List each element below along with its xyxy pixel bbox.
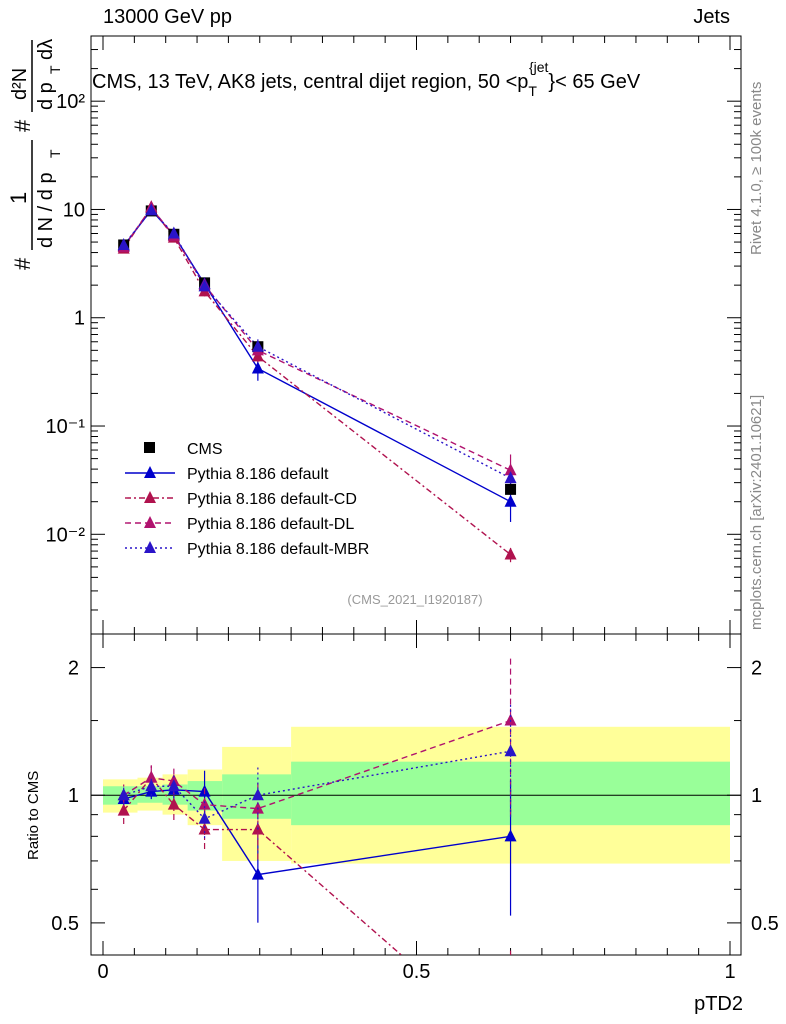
chart-title-sub: T: [528, 83, 537, 99]
y-label-one: 1: [6, 192, 31, 204]
ratio-tick-label-right: 2: [751, 658, 762, 680]
ratio-marker-3: [145, 770, 158, 783]
main-marker-1: [251, 361, 264, 374]
ratio-marker-3: [504, 713, 517, 726]
x-tick-label: 0: [97, 961, 108, 983]
y-label-denom: d N / d p: [35, 172, 57, 248]
x-tick-label: 0.5: [403, 961, 431, 983]
ratio-tick-label-right: 1: [751, 785, 762, 807]
legend: CMS Pythia 8.186 default Pythia 8.186 defa…: [125, 441, 369, 558]
rivet-label: Rivet 4.1.0, ≥ 100k events: [748, 82, 765, 255]
main-line-1: [123, 208, 511, 503]
ratio-y-label: Ratio to CMS: [25, 771, 42, 860]
cms-marker: [505, 483, 517, 495]
series-lines: [117, 203, 517, 955]
ratio-marker-1: [251, 867, 264, 880]
y-tick-label: 10²: [56, 91, 85, 113]
ratio-tick-label-left: 2: [68, 658, 79, 680]
y-label-dl: dλ: [35, 39, 57, 60]
y-tick-label: 10⁻¹: [46, 416, 86, 438]
ratio-tick-label-left: 0.5: [51, 913, 79, 935]
legend-label-2: Pythia 8.186 default-CD: [187, 491, 357, 508]
chart-title-before: CMS, 13 TeV, AK8 jets, central dijet reg…: [92, 71, 528, 93]
legend-marker-2: [144, 491, 156, 503]
chart-title-sup: {jet: [529, 59, 549, 75]
main-marker-4: [117, 237, 130, 250]
ratio-line-3: [123, 719, 511, 810]
legend-label-0: CMS: [187, 441, 223, 458]
ratio-marker-4: [198, 811, 211, 824]
legend-label-4: Pythia 8.186 default-MBR: [187, 541, 369, 558]
y-label-hash2: #: [10, 119, 35, 132]
legend-marker-3: [144, 516, 156, 528]
y-label-num2: d²N: [9, 68, 31, 100]
ratio-tick-label-left: 1: [68, 785, 79, 807]
ratio-marker-1: [504, 829, 517, 842]
legend-marker-1: [144, 466, 156, 478]
y-axis-label: # 1 d N / d p T # d²N d p T dλ: [6, 39, 63, 270]
ratio-line-1: [123, 789, 511, 876]
legend-label-3: Pythia 8.186 default-DL: [187, 516, 354, 533]
x-axis-label: pTD2: [694, 993, 743, 1015]
ratio-series: [117, 658, 517, 955]
y-label-den2: d p: [35, 82, 57, 110]
ratio-marker-2: [167, 797, 180, 810]
y-label-denom-sub: T: [47, 149, 63, 158]
y-label-hash: #: [10, 257, 35, 270]
main-marker-4: [145, 203, 158, 216]
chart-title-after: }< 65 GeV: [548, 71, 640, 93]
y-tick-label: 1: [74, 308, 85, 330]
legend-marker-4: [144, 541, 156, 553]
ratio-tick-label-right: 0.5: [751, 913, 779, 935]
mcplots-label: mcplots.cern.ch [arXiv:2401.10621]: [748, 395, 765, 630]
ratio-line-2: [123, 776, 403, 955]
y-tick-label: 10: [63, 199, 85, 221]
ratio-marker-4: [117, 788, 130, 801]
main-marker-1: [504, 494, 517, 507]
main-marker-4: [198, 279, 211, 292]
ratio-marker-2: [117, 803, 130, 816]
chart-title: CMS, 13 TeV, AK8 jets, central dijet reg…: [92, 59, 641, 99]
y-label-den2-sub: T: [47, 65, 63, 74]
header-left: 13000 GeV pp: [103, 6, 232, 28]
ratio-marker-4: [167, 779, 180, 792]
main-marker-2: [251, 349, 264, 362]
series-markers: [117, 200, 517, 560]
main-marker-3: [504, 463, 517, 476]
analysis-id: (CMS_2021_I1920187): [347, 592, 482, 607]
x-tick-label: 1: [724, 961, 735, 983]
header-right: Jets: [693, 6, 730, 28]
main-marker-4: [504, 471, 517, 484]
ratio-marker-2: [198, 822, 211, 835]
legend-swatch-cms: [144, 442, 155, 453]
ratio-marker-4: [251, 788, 264, 801]
ratio-marker-4: [504, 744, 517, 757]
ratio-marker-4: [145, 779, 158, 792]
legend-label-1: Pythia 8.186 default: [187, 466, 329, 483]
main-marker-2: [504, 547, 517, 560]
y-tick-label: 10⁻²: [46, 524, 86, 546]
plot-frames: 0 0.5 1 10⁻² 10⁻¹ 1 10 10² 0.5 0.5 1 1 2 2: [46, 35, 779, 983]
main-marker-4: [167, 226, 180, 239]
main-marker-4: [251, 339, 264, 352]
ratio-marker-3: [198, 797, 211, 810]
main-series: [123, 203, 512, 563]
